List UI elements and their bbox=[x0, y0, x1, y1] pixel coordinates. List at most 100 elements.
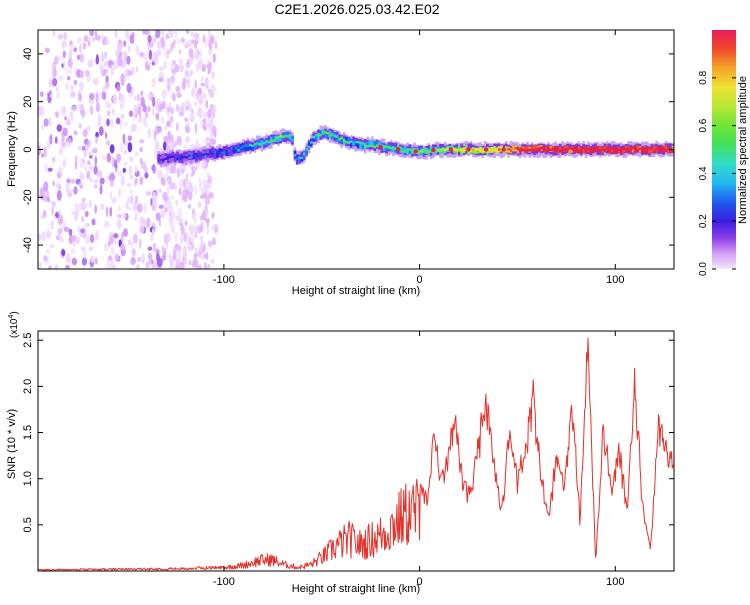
noise-speckle bbox=[148, 256, 152, 268]
noise-speckle bbox=[207, 240, 213, 247]
ridge-cell bbox=[183, 155, 186, 159]
ridge-cell bbox=[605, 146, 609, 150]
ridge-cell bbox=[274, 137, 278, 140]
noise-speckle bbox=[140, 158, 143, 165]
noise-speckle bbox=[177, 249, 182, 258]
ridge-cell bbox=[533, 145, 536, 152]
noise-speckle bbox=[102, 53, 107, 60]
noise-speckle bbox=[110, 246, 116, 255]
ridge-cell bbox=[580, 147, 583, 150]
noise-speckle bbox=[189, 225, 194, 236]
ridge-cell bbox=[359, 141, 362, 144]
noise-speckle bbox=[52, 30, 56, 37]
noise-speckle bbox=[167, 30, 174, 39]
noise-speckle bbox=[152, 96, 156, 108]
ridge-cell bbox=[629, 146, 632, 150]
ridge-cell bbox=[497, 148, 501, 151]
noise-speckle bbox=[160, 177, 166, 186]
noise-speckle bbox=[152, 163, 156, 174]
noise-speckle bbox=[209, 122, 212, 128]
ridge-cell bbox=[166, 156, 170, 159]
noise-speckle bbox=[154, 140, 160, 151]
snr-line bbox=[38, 337, 674, 571]
noise-speckle bbox=[132, 111, 136, 122]
ridge-cell bbox=[577, 146, 581, 153]
noise-speckle bbox=[67, 76, 71, 81]
ridge-cell bbox=[333, 134, 337, 138]
noise-speckle bbox=[195, 47, 199, 55]
noise-speckle bbox=[109, 144, 115, 154]
ridge-cell bbox=[357, 142, 360, 149]
noise-speckle bbox=[210, 36, 214, 45]
ridge-cell bbox=[375, 141, 379, 148]
ridge-cell bbox=[277, 136, 280, 139]
noise-speckle bbox=[70, 91, 76, 98]
noise-speckle bbox=[66, 253, 71, 264]
noise-speckle bbox=[47, 197, 50, 203]
ridge-cell bbox=[314, 134, 318, 141]
noise-speckle bbox=[109, 190, 113, 200]
ridge-cell bbox=[500, 145, 503, 152]
noise-speckle bbox=[129, 175, 134, 180]
noise-speckle bbox=[88, 199, 92, 208]
noise-speckle bbox=[49, 244, 55, 248]
ridge-cell bbox=[493, 148, 496, 151]
noise-speckle bbox=[60, 105, 67, 116]
noise-speckle bbox=[209, 192, 214, 199]
ridge-cell bbox=[671, 145, 674, 152]
noise-speckle bbox=[81, 257, 87, 266]
noise-speckle bbox=[192, 208, 195, 214]
ridge-cell bbox=[303, 152, 306, 156]
noise-speckle bbox=[184, 259, 188, 265]
noise-speckle bbox=[116, 153, 121, 163]
noise-speckle bbox=[178, 218, 184, 224]
ridge-cell bbox=[331, 133, 334, 136]
noise-speckle bbox=[48, 264, 52, 269]
noise-speckle bbox=[156, 171, 160, 177]
noise-speckle bbox=[107, 240, 111, 247]
ridge-cell bbox=[535, 149, 538, 152]
ridge-cell bbox=[295, 154, 299, 161]
noise-speckle bbox=[138, 238, 142, 250]
noise-speckle bbox=[204, 218, 211, 223]
ridge-cell bbox=[173, 156, 177, 159]
ridge-cell bbox=[267, 140, 271, 144]
noise-speckle bbox=[134, 195, 139, 205]
noise-speckle bbox=[88, 98, 94, 105]
noise-speckle bbox=[210, 258, 215, 264]
noise-speckle bbox=[172, 60, 177, 66]
noise-speckle bbox=[212, 105, 217, 113]
noise-speckle bbox=[78, 82, 83, 90]
ridge-cell bbox=[286, 135, 290, 138]
noise-speckle bbox=[59, 237, 64, 243]
noise-speckle bbox=[178, 111, 184, 117]
noise-speckle bbox=[105, 101, 109, 109]
ridge-cell bbox=[631, 146, 635, 150]
ridge-cell bbox=[364, 144, 367, 148]
noise-speckle bbox=[40, 91, 44, 97]
noise-speckle bbox=[166, 77, 170, 83]
ridge-cell bbox=[434, 149, 438, 152]
noise-speckle bbox=[81, 108, 86, 119]
colorbar-tick-label: 0.0 bbox=[698, 262, 709, 276]
ridge-cell bbox=[598, 145, 602, 152]
colorbar-tick-label: 0.4 bbox=[698, 166, 709, 180]
ridge-cell bbox=[338, 138, 341, 141]
noise-speckle bbox=[142, 30, 148, 35]
figure-title: C2E1.2026.025.03.42.E02 bbox=[274, 1, 439, 17]
ridge-cell bbox=[476, 147, 480, 151]
noise-speckle bbox=[147, 106, 151, 113]
noise-speckle bbox=[194, 79, 197, 89]
ridge-cell bbox=[394, 147, 398, 151]
noise-speckle bbox=[175, 85, 181, 92]
noise-speckle bbox=[62, 158, 67, 168]
ridge-cell bbox=[206, 149, 210, 156]
ridge-cell bbox=[629, 148, 632, 154]
noise-speckle bbox=[180, 168, 184, 175]
noise-speckle bbox=[58, 56, 64, 61]
noise-speckle bbox=[47, 167, 53, 172]
ridge-cell bbox=[634, 147, 637, 151]
ridge-cell bbox=[664, 149, 668, 152]
noise-speckle bbox=[43, 181, 49, 192]
noise-speckle bbox=[88, 246, 94, 251]
